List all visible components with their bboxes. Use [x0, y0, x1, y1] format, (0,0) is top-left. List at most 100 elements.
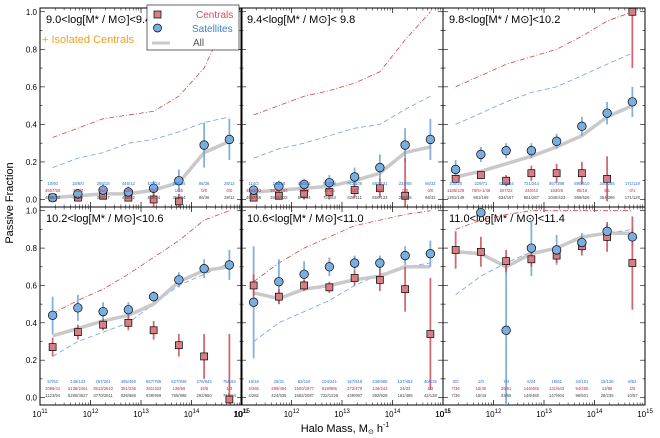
x-tick-exp: 15 — [646, 409, 653, 415]
isolated-centrals-upper-line — [455, 210, 633, 230]
count-label-cen: 13/85 — [602, 386, 613, 391]
count-label-all: 161/485 — [398, 393, 414, 398]
y-tick-label: 0.0 — [26, 394, 38, 403]
x-tick-label: 1013 — [133, 409, 149, 419]
centrals-point — [477, 247, 485, 256]
count-label-cen: 54/250 — [575, 386, 588, 391]
x-tick-exp: 14 — [394, 409, 401, 415]
x-tick-base: 10 — [184, 410, 193, 419]
satellites-point — [248, 297, 259, 307]
isolated-centrals-upper-line — [253, 11, 431, 116]
count-label-all: 239/88 — [399, 195, 412, 200]
x-tick-exp: 11 — [242, 409, 249, 415]
satellites-point — [400, 250, 410, 261]
satellites-point — [299, 179, 309, 190]
count-label-sat: 57/53 — [47, 379, 58, 384]
count-label-all: 4/282 — [248, 393, 259, 398]
count-label-all: 33/65 — [501, 393, 512, 398]
count-label-all: 5286/3627 — [68, 393, 88, 398]
count-label-cen: 0/0 — [402, 188, 408, 193]
x-axis-title-unit: h — [374, 423, 383, 435]
x-tick-label: 1011 — [435, 409, 451, 419]
x-tick-exp: 15 — [444, 409, 451, 415]
count-label-all: 96/501 — [575, 393, 588, 398]
x-tick-exp: 12 — [293, 409, 300, 415]
panel-3: 9.8<log[M* / M⊙]<10.2 105/20 229/71 427/134… — [442, 7, 646, 208]
x-tick-base: 10 — [284, 410, 293, 419]
x-tick-base: 10 — [637, 410, 646, 419]
count-label-cen: 289/484 — [271, 386, 287, 391]
y-tick-label: 0.6 — [26, 83, 38, 92]
count-label-cen: 76/5+1/46 — [472, 188, 491, 193]
x-tick-exp: 12 — [92, 409, 99, 415]
count-label-sat: 627/849 — [171, 379, 187, 384]
satellites-point — [526, 243, 537, 253]
count-label-sat: 346/285 — [600, 181, 616, 186]
x-tick-base: 10 — [133, 410, 142, 419]
y-tick-label: 0.8 — [26, 45, 38, 54]
all-series-line — [253, 265, 431, 301]
count-label-sat: 867/398 — [549, 181, 565, 186]
count-label-all: 424/535 — [271, 393, 287, 398]
count-label-all: 650/133 — [372, 195, 388, 200]
x-tick-base: 10 — [234, 410, 243, 419]
count-label-sat: 485/450 — [121, 379, 137, 384]
satellites-point — [349, 258, 360, 268]
satellites-point — [224, 260, 235, 270]
x-tick-base: 10 — [536, 410, 545, 419]
count-label-all: 3770/2811 — [93, 393, 113, 398]
satellites-point — [123, 187, 134, 197]
count-label-all: 458/24 — [147, 195, 160, 200]
isolated-centrals-lower-line — [253, 95, 431, 159]
satellites-point — [501, 146, 511, 156]
x-tick-base: 10 — [83, 410, 92, 419]
satellites-point — [577, 121, 587, 131]
satellites-point — [248, 185, 259, 195]
count-label-sat: 137/452 — [398, 379, 414, 384]
legend-satellites-label: Satellites — [192, 24, 233, 35]
x-axis-title-main: Halo Mass, M — [301, 423, 368, 435]
panel-title: 9.8<log[M* / M⊙]<10.2 — [449, 14, 560, 26]
centrals-point — [225, 395, 234, 404]
panels-group: 0.0 0.2 0.4 0.6 0.8 1.0 9.0<log[M* / M⊙]<9.4 10… — [26, 7, 653, 419]
satellites-point — [476, 149, 486, 160]
y-axis-title: Passive Fraction — [4, 162, 16, 243]
count-label-all: 1040/423 — [548, 195, 566, 200]
count-label-cen: 114/3 — [299, 188, 310, 193]
satellites-point — [400, 140, 410, 150]
satellites-point — [148, 183, 159, 193]
count-label-all: 28/12 — [224, 195, 235, 200]
count-label-all: 836/686 — [121, 393, 137, 398]
x-tick-exp: 15 — [243, 409, 250, 415]
satellites-point — [602, 226, 612, 236]
count-label-sat: 25/31 — [274, 379, 285, 384]
satellites-point — [577, 237, 587, 248]
count-label-all: 961/287 — [524, 195, 540, 200]
count-label-sat: 105/20 — [449, 181, 462, 186]
count-label-sat: 66/32 — [425, 181, 436, 186]
centrals-point — [527, 169, 536, 178]
satellites-point — [425, 134, 436, 145]
isolated-centrals-lower-line — [455, 52, 633, 125]
x-axis-title-sub: ⊙ — [368, 429, 374, 436]
x-tick-base: 10 — [587, 410, 596, 419]
satellites-point — [551, 136, 562, 146]
count-label-all: 1582/2087 — [294, 393, 314, 398]
x-tick-label: 1014 — [184, 409, 200, 419]
centrals-point — [48, 343, 57, 351]
x-tick-exp: 12 — [495, 409, 502, 415]
count-label-sat: 0/0 — [453, 379, 459, 384]
count-label-cen: 1066/41 — [45, 386, 61, 391]
y-tick-label: 0.4 — [26, 120, 38, 129]
centrals-point — [325, 283, 334, 292]
legend-group: + Isolated Centrals Centrals Satellites … — [42, 4, 240, 51]
x-tick-label: 1014 — [587, 409, 603, 419]
legend-all-label: All — [193, 38, 204, 49]
centrals-point — [426, 330, 435, 338]
count-label-cen: 7/36 — [452, 386, 461, 391]
y-tick-label: 0.2 — [26, 356, 38, 365]
